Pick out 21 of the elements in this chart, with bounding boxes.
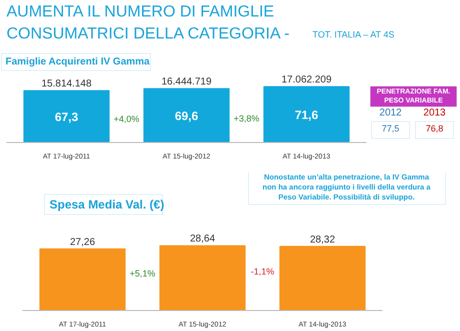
data-label: 17.062.209 bbox=[281, 74, 332, 86]
data-label: 15.814.148 bbox=[41, 78, 92, 90]
data-label: 28,32 bbox=[310, 234, 336, 246]
chart-title: AUMENTA IL NUMERO DI FAMIGLIE CONSUMATRICI DELLA CATEGORIA - bbox=[6, 4, 290, 42]
text: 77,5 bbox=[382, 124, 400, 134]
data-label: 16.444.719 bbox=[161, 76, 212, 88]
annotation: 67,3 bbox=[54, 110, 79, 124]
annotation: -1,1% bbox=[250, 266, 274, 277]
text: 2013 bbox=[423, 108, 446, 118]
y-axis-title: Spesa Media Val. (€) bbox=[50, 198, 164, 212]
annotation: +3,8% bbox=[234, 113, 260, 124]
y-axis-title: Famiglie Acquirenti IV Gamma bbox=[6, 56, 150, 68]
chart-subtitle: TOT. ITALIA – AT 4S bbox=[312, 30, 394, 40]
data-label: 28,64 bbox=[190, 234, 216, 245]
annotation: +5,1% bbox=[130, 268, 156, 278]
annotation: +4,0% bbox=[114, 114, 140, 124]
annotation: 71,6 bbox=[294, 108, 319, 122]
annotation: 69,6 bbox=[174, 109, 199, 124]
text: 76,8 bbox=[426, 124, 444, 134]
text: 2012 bbox=[379, 108, 402, 118]
data-label: 27,26 bbox=[70, 236, 96, 248]
